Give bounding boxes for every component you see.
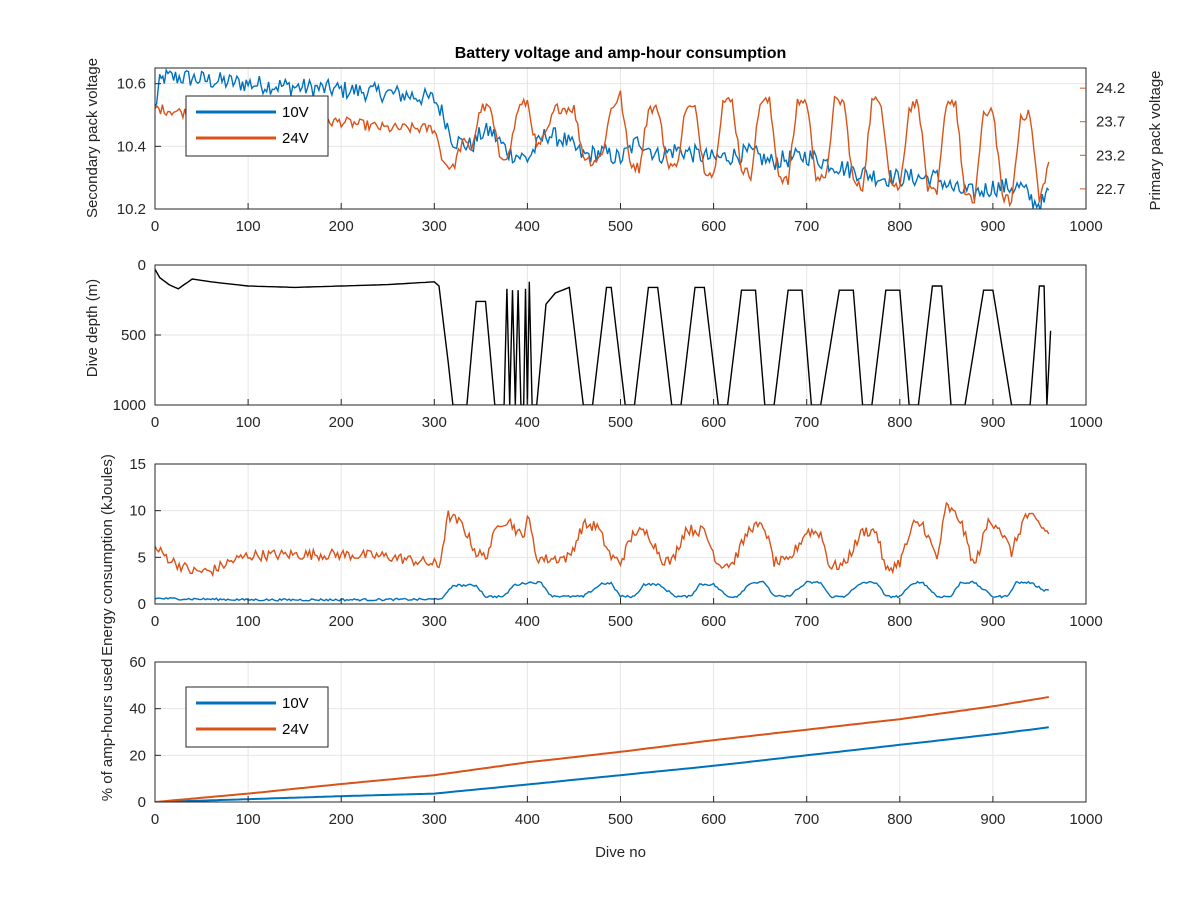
x-tick-label: 600 (701, 613, 726, 630)
legend-entry: 10V (282, 695, 309, 712)
y-right-tick-label: 23.7 (1096, 114, 1125, 131)
x-tick-label: 900 (980, 414, 1005, 431)
x-tick-label: 200 (329, 218, 354, 235)
chart-title: Battery voltage and amp-hour consumption (455, 45, 787, 62)
x-tick-label: 700 (794, 414, 819, 431)
x-tick-label: 900 (980, 811, 1005, 828)
legend: 10V 24V (185, 686, 329, 748)
series-line-amphours-1 (155, 696, 1049, 802)
x-tick-label: 1000 (1069, 218, 1102, 235)
x-tick-label: 700 (794, 613, 819, 630)
x-tick-label: 300 (422, 414, 447, 431)
legend-entry: 10V (282, 104, 309, 121)
x-tick-label: 800 (887, 811, 912, 828)
series-line-voltage-0 (155, 68, 1050, 209)
y-tick-label: 15 (129, 456, 146, 473)
series-line-depth-0 (155, 268, 1052, 405)
x-tick-label: 300 (422, 811, 447, 828)
x-tick-label: 800 (887, 613, 912, 630)
y-tick-label: 0 (138, 794, 146, 811)
x-tick-label: 0 (151, 613, 159, 630)
x-tick-label: 600 (701, 811, 726, 828)
legend: 10V 24V (185, 95, 329, 157)
x-tick-label: 600 (701, 414, 726, 431)
series-line-energy-1 (155, 580, 1049, 602)
y-right-tick-label: 24.2 (1096, 80, 1125, 97)
y-axis-label: Dive depth (m) (84, 279, 101, 377)
legend-entry: 24V (282, 721, 309, 738)
x-tick-label: 500 (608, 613, 633, 630)
x-tick-label: 0 (151, 218, 159, 235)
x-tick-label: 300 (422, 218, 447, 235)
x-tick-label: 1000 (1069, 811, 1102, 828)
legend-box (185, 686, 329, 748)
x-tick-label: 400 (515, 613, 540, 630)
x-tick-label: 500 (608, 414, 633, 431)
x-tick-label: 200 (329, 613, 354, 630)
y-tick-label: 10 (129, 503, 146, 520)
y-tick-label: 20 (129, 747, 146, 764)
x-tick-label: 500 (608, 218, 633, 235)
x-tick-label: 800 (887, 218, 912, 235)
y-axis-label-right: Primary pack voltage (1147, 70, 1164, 210)
y-tick-label: 0 (138, 257, 146, 274)
x-tick-label: 1000 (1069, 414, 1102, 431)
x-tick-label: 900 (980, 218, 1005, 235)
x-tick-label: 400 (515, 414, 540, 431)
x-tick-label: 300 (422, 613, 447, 630)
x-tick-label: 0 (151, 811, 159, 828)
x-tick-label: 1000 (1069, 613, 1102, 630)
x-tick-label: 100 (236, 414, 261, 431)
x-tick-label: 900 (980, 613, 1005, 630)
x-tick-label: 100 (236, 613, 261, 630)
x-tick-label: 200 (329, 414, 354, 431)
x-tick-label: 500 (608, 811, 633, 828)
y-tick-label: 1000 (113, 397, 146, 414)
legend-entry: 24V (282, 130, 309, 147)
x-tick-label: 800 (887, 414, 912, 431)
panel-depth: 0 100 200 300 400 500 600 700 800 900 1000 0 500 1000… (84, 257, 1103, 431)
series-line-energy-0 (155, 501, 1050, 578)
x-tick-label: 400 (515, 218, 540, 235)
x-tick-label: 100 (236, 811, 261, 828)
y-tick-label: 10.4 (117, 138, 146, 155)
y-tick-label: 10.2 (117, 201, 146, 218)
y-tick-label: 0 (138, 596, 146, 613)
y-right-tick-label: 23.2 (1096, 147, 1125, 164)
series-line-amphours-0 (155, 726, 1049, 802)
x-tick-label: 400 (515, 811, 540, 828)
x-tick-label: 100 (236, 218, 261, 235)
x-tick-label: 700 (794, 218, 819, 235)
y-tick-label: 10.6 (117, 76, 146, 93)
y-tick-label: 40 (129, 701, 146, 718)
y-axis-label: % of amp-hours used (99, 659, 116, 802)
x-tick-label: 700 (794, 811, 819, 828)
y-tick-label: 60 (129, 654, 146, 671)
panel-voltage: 0 100 200 300 400 500 600 700 800 900 1000 10.2 10.4… (84, 45, 1164, 235)
y-tick-label: 5 (138, 549, 146, 566)
x-axis-label: Dive no (595, 844, 646, 861)
y-axis-label: Secondary pack voltage (84, 58, 101, 218)
x-tick-label: 0 (151, 414, 159, 431)
x-tick-label: 600 (701, 218, 726, 235)
x-tick-label: 200 (329, 811, 354, 828)
y-right-tick-label: 22.7 (1096, 181, 1125, 198)
legend-box (185, 95, 329, 157)
panel-amphours: 0 100 200 300 400 500 600 700 800 900 1000 0 20 40 60%… (99, 654, 1103, 861)
panel-energy: 0 100 200 300 400 500 600 700 800 900 1000 0 5 10 15 En… (99, 454, 1103, 656)
y-tick-label: 500 (121, 327, 146, 344)
y-axis-label: Energy consumption (kJoules) (99, 454, 116, 656)
